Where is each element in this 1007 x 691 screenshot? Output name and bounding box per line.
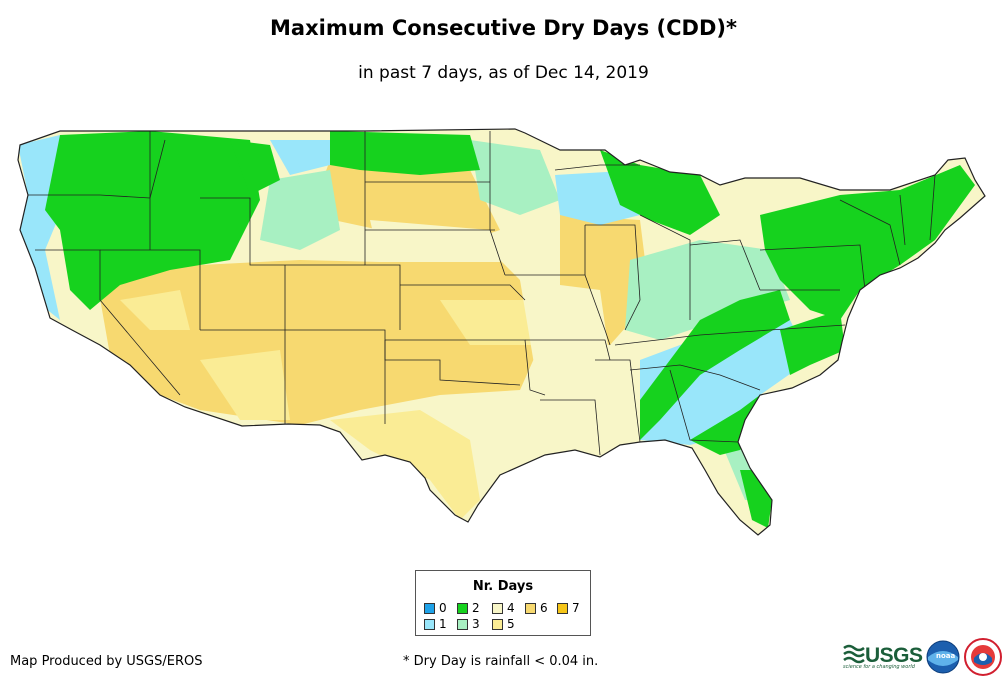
noaa-logo-icon — [926, 640, 960, 674]
legend-label: 7 — [572, 601, 580, 615]
legend-label: 4 — [507, 601, 515, 615]
map-subtitle: in past 7 days, as of Dec 14, 2019 — [358, 63, 649, 83]
legend-item-0: 0 — [424, 601, 447, 615]
legend-swatch — [457, 619, 468, 630]
legend-item-2: 2 — [457, 601, 480, 615]
legend-swatch — [424, 603, 435, 614]
legend-item-6: 6 — [525, 601, 548, 615]
usgs-tagline: science for a changing world — [843, 664, 915, 670]
legend-swatch — [492, 619, 503, 630]
legend-item-5: 5 — [492, 617, 515, 631]
national-weather-service-logo-icon — [964, 638, 1002, 676]
legend-label: 0 — [439, 601, 447, 615]
usgs-wordmark: USGS — [865, 644, 923, 667]
legend-label: 2 — [472, 601, 480, 615]
legend-swatch — [525, 603, 536, 614]
legend-label: 1 — [439, 617, 447, 631]
legend-swatch — [492, 603, 503, 614]
map-credit: Map Produced by USGS/EROS — [10, 654, 203, 669]
legend-swatch — [457, 603, 468, 614]
dry-day-footnote: * Dry Day is rainfall < 0.04 in. — [403, 654, 599, 669]
legend-label: 6 — [540, 601, 548, 615]
usgs-logo: USGS science for a changing world — [843, 638, 923, 674]
legend-title: Nr. Days — [472, 579, 534, 594]
state-boundaries — [20, 131, 936, 456]
noaa-logo-label: noaa — [936, 652, 956, 660]
legend-swatch — [424, 619, 435, 630]
legend-item-7: 7 — [557, 601, 580, 615]
cdd-color-zones — [18, 129, 985, 535]
legend-item-1: 1 — [424, 617, 447, 631]
legend-item-4: 4 — [492, 601, 515, 615]
legend-label: 5 — [507, 617, 515, 631]
legend-swatch — [557, 603, 568, 614]
usgs-wave-icon — [843, 644, 865, 664]
legend-label: 3 — [472, 617, 480, 631]
legend-item-3: 3 — [457, 617, 480, 631]
map-title: Maximum Consecutive Dry Days (CDD)* — [270, 16, 737, 40]
legend: Nr. Days 0 1 2 3 4 5 6 7 — [415, 570, 591, 636]
